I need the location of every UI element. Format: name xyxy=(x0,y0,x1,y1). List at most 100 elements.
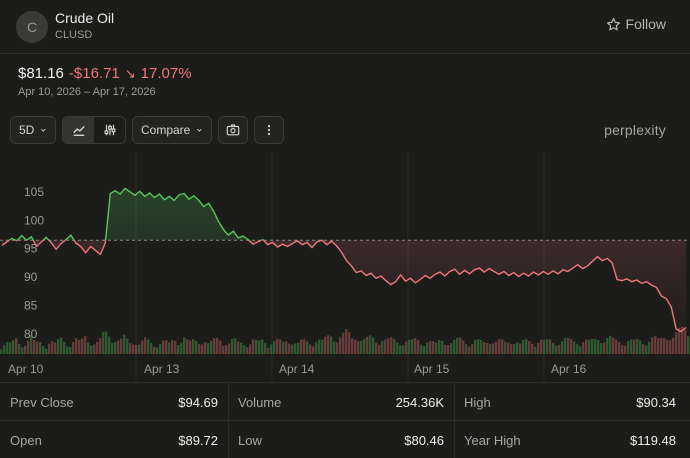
volume-bar xyxy=(282,341,285,354)
volume-bar xyxy=(480,340,483,354)
volume-bar xyxy=(459,337,462,354)
volume-bar xyxy=(180,342,183,354)
volume-bar xyxy=(300,339,303,354)
volume-bar xyxy=(357,341,360,354)
volume-bar xyxy=(576,344,579,354)
stat-high: High $90.34 xyxy=(454,383,690,421)
volume-bar xyxy=(153,346,156,354)
volume-bar xyxy=(342,332,345,354)
volume-bar xyxy=(30,335,33,354)
volume-bar xyxy=(165,340,168,354)
chart-mode-toggle xyxy=(62,116,126,144)
volume-bar xyxy=(507,342,510,354)
volume-bar xyxy=(201,344,204,354)
volume-bar xyxy=(408,340,411,354)
volume-bar xyxy=(288,343,291,354)
stats-table: Prev Close $94.69 Volume 254.36K High $9… xyxy=(0,382,690,458)
volume-bar xyxy=(66,346,69,354)
line-chart-button[interactable] xyxy=(63,117,94,143)
chevron-down-icon xyxy=(41,128,46,132)
volume-bar xyxy=(270,344,273,354)
volume-bar xyxy=(54,342,57,354)
volume-bar xyxy=(120,338,123,354)
volume-bar xyxy=(492,343,495,354)
y-tick-label: 90 xyxy=(24,270,38,284)
indicators-button[interactable] xyxy=(94,117,125,143)
volume-bar xyxy=(171,340,174,354)
volume-bar xyxy=(63,342,66,354)
more-button[interactable] xyxy=(254,116,284,144)
volume-bar xyxy=(423,346,426,354)
volume-bar xyxy=(372,337,375,354)
volume-bar xyxy=(453,339,456,354)
stat-value: $119.48 xyxy=(629,432,676,448)
stat-open: Open $89.72 xyxy=(0,421,228,458)
volume-bar xyxy=(102,332,105,354)
volume-bar xyxy=(573,341,576,354)
star-icon xyxy=(606,17,620,30)
volume-bar xyxy=(675,332,678,354)
asset-header: C Crude Oil CLUSD Follow xyxy=(0,0,690,54)
volume-bar xyxy=(606,338,609,354)
volume-bar xyxy=(276,338,279,354)
volume-bar xyxy=(516,342,519,354)
stat-label: Low xyxy=(238,432,262,448)
volume-bar xyxy=(297,342,300,354)
y-axis: 105 100 95 90 85 80 xyxy=(24,185,44,341)
volume-bar xyxy=(465,344,468,354)
stat-volume: Volume 254.36K xyxy=(228,383,454,421)
volume-bar xyxy=(588,339,591,354)
volume-bar xyxy=(243,345,246,354)
x-tick-label: Apr 15 xyxy=(414,362,450,376)
volume-bar xyxy=(438,340,441,354)
volume-bar xyxy=(210,340,213,354)
volume-bar xyxy=(639,340,642,354)
volume-bar xyxy=(474,340,477,354)
volume-bar xyxy=(594,339,597,354)
volume-bar xyxy=(129,343,132,354)
volume-bar xyxy=(381,341,384,354)
volume-bar xyxy=(579,346,582,354)
chevron-down-icon xyxy=(197,128,202,132)
volume-bar xyxy=(162,340,165,354)
volume-bar xyxy=(489,344,492,354)
volume-bar xyxy=(552,342,555,354)
period-select[interactable]: 5D xyxy=(10,116,56,144)
y-tick-label: 95 xyxy=(24,242,38,256)
volume-bar xyxy=(456,337,459,354)
quote-row: $81.16 -$16.71 ↘ 17.07% xyxy=(18,65,192,82)
volume-bar xyxy=(537,342,540,354)
volume-bar xyxy=(570,339,573,354)
volume-bar xyxy=(90,345,93,354)
volume-bar xyxy=(387,338,390,354)
volume-bar xyxy=(363,338,366,354)
volume-bar xyxy=(213,338,216,354)
volume-bar xyxy=(420,344,423,354)
volume-bar xyxy=(198,344,201,354)
volume-bar xyxy=(663,338,666,354)
screenshot-button[interactable] xyxy=(218,116,248,144)
volume-bar xyxy=(519,343,522,354)
x-tick-label: Apr 10 xyxy=(8,362,44,376)
stat-value: $94.69 xyxy=(178,394,218,410)
volume-bar xyxy=(237,341,240,354)
compare-button[interactable]: Compare xyxy=(132,116,212,144)
volume-bar xyxy=(354,339,357,354)
volume-bar xyxy=(159,344,162,354)
x-tick-label: Apr 14 xyxy=(279,362,315,376)
x-tick-label: Apr 13 xyxy=(144,362,180,376)
volume-bar xyxy=(375,342,378,354)
volume-bar xyxy=(225,345,228,354)
volume-bar xyxy=(501,339,504,354)
volume-bar xyxy=(618,341,621,354)
volume-bar xyxy=(45,348,48,354)
volume-bar xyxy=(666,339,669,354)
volume-bar xyxy=(531,343,534,354)
follow-button[interactable]: Follow xyxy=(606,16,666,32)
volume-bar xyxy=(267,347,270,354)
volume-bar xyxy=(336,342,339,354)
volume-bar xyxy=(219,340,222,354)
stat-prev-close: Prev Close $94.69 xyxy=(0,383,228,421)
volume-bar xyxy=(630,339,633,354)
